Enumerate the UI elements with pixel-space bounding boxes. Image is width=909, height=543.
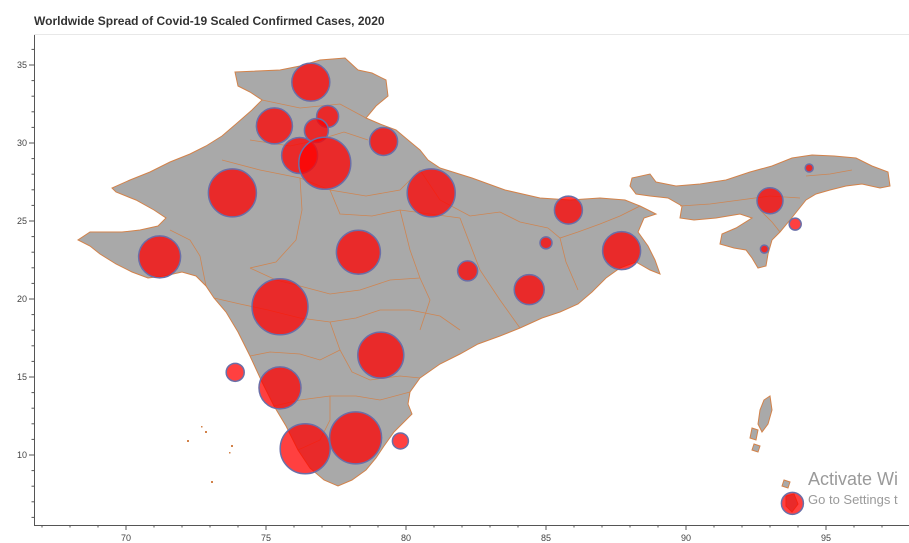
y-tick-label: 30 [17, 138, 27, 148]
x-tick-label: 90 [681, 533, 691, 543]
case-bubble [804, 163, 814, 173]
case-bubble [601, 230, 642, 271]
case-bubble [780, 491, 805, 516]
case-bubble [291, 62, 331, 102]
y-tick-label: 10 [17, 450, 27, 460]
activate-windows-watermark: Activate Wi Go to Settings t [808, 468, 898, 510]
chart-title: Worldwide Spread of Covid-19 Scaled Conf… [34, 14, 385, 28]
bubble-layer [137, 62, 814, 516]
case-bubble [251, 278, 309, 336]
x-tick-label: 95 [821, 533, 831, 543]
y-tick-label: 15 [17, 372, 27, 382]
northeast-land [629, 154, 891, 269]
case-bubble [298, 136, 352, 191]
watermark-line-1: Activate Wi [808, 469, 899, 489]
x-tick-label: 85 [541, 533, 551, 543]
x-tick-label: 75 [261, 533, 271, 543]
y-tick-label: 35 [17, 60, 27, 70]
y-tick-label: 20 [17, 294, 27, 304]
case-bubble [279, 423, 331, 475]
case-bubble [258, 366, 302, 410]
case-bubble [357, 331, 405, 379]
case-bubble [137, 235, 182, 279]
case-bubble [207, 168, 258, 218]
case-bubble [756, 186, 784, 215]
y-tick-label: 25 [17, 216, 27, 226]
axes-layer: 70 75 80 85 90 95 10 15 20 25 30 35 [17, 48, 883, 543]
case-bubble [225, 362, 245, 383]
case-bubble [391, 432, 410, 450]
case-bubble [759, 244, 770, 254]
case-bubble [255, 107, 294, 145]
case-bubble [368, 126, 399, 157]
case-bubble [788, 217, 802, 231]
x-tick-label: 80 [401, 533, 411, 543]
case-bubble [335, 229, 382, 275]
case-bubble [513, 273, 545, 306]
lakshadweep-islands [187, 426, 233, 483]
x-tick-label: 70 [121, 533, 131, 543]
watermark-line-2: Go to Settings t [808, 492, 898, 507]
case-bubble [456, 260, 479, 282]
case-bubble [553, 195, 584, 225]
case-bubble [539, 236, 553, 250]
case-bubble [406, 168, 456, 218]
case-bubble [328, 411, 383, 465]
